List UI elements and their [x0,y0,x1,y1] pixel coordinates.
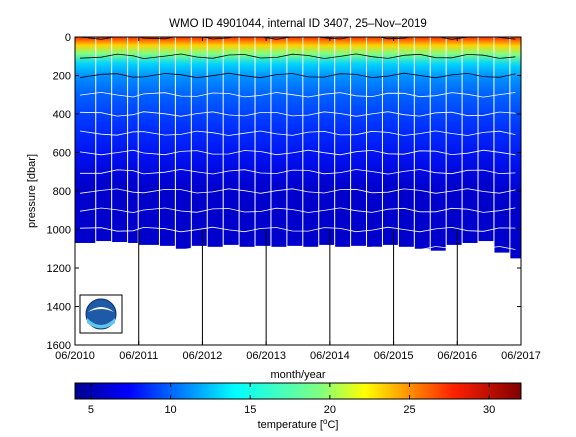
profile-column [239,37,255,247]
profile-column [138,37,159,245]
colorbar-tick-label: 15 [244,404,256,416]
y-tick-label: 1400 [47,302,71,314]
profile-column [414,37,430,249]
y-axis-label: pressure [dbar] [26,154,38,228]
profile-column [303,37,319,247]
isotherm-line [79,130,516,136]
colorbar-label-text: temperature [ [258,419,323,431]
profile-column [255,37,271,246]
profile-column [175,37,191,249]
profile-column [223,37,239,245]
y-tick-label: 1000 [47,225,71,237]
x-tick-label: 06/2015 [374,350,414,362]
colorbar-tick-label: 5 [88,404,94,416]
y-tick-label: 1200 [47,263,71,275]
profile-column [494,37,510,253]
isotherm-line [79,226,516,233]
colorbar-label-rest: C] [327,419,338,431]
profile-column [287,37,303,246]
profile-column [510,37,521,259]
colorbar: 5 10 15 20 25 30 temperature [oC] [74,382,522,432]
y-tick-label: 400 [53,109,71,121]
profile-column [319,37,335,245]
isotherm-line [79,37,516,40]
profile-column [335,37,351,247]
y-tick-label: 200 [53,71,71,83]
isotherm-line [79,188,516,194]
profile-column [159,37,175,246]
y-tick-label: 800 [53,186,71,198]
colorbar-tick-label: 25 [403,404,415,416]
profile-column [128,37,138,243]
x-tick-label: 06/2014 [310,350,350,362]
x-axis-label: month/year [270,369,325,381]
isotherm-line [79,91,516,98]
profile-column [462,37,478,243]
profile-column [96,37,112,242]
x-tick-label: 06/2012 [183,350,223,362]
x-tick-label: 06/2010 [55,350,95,362]
plot-area: 06/2010 06/2011 06/2012 06/2013 06/2014 06/20… [47,32,541,362]
profile-column [112,37,128,243]
x-tick-label: 06/2016 [437,350,477,362]
chart-title: WMO ID 4901044, internal ID 3407, 25–Nov… [169,18,427,30]
colorbar-tick-label: 20 [324,404,336,416]
isotherm-line [79,246,516,252]
noaa-logo-bird [88,307,114,312]
y-tick-label: 1600 [47,340,71,352]
noaa-logo [79,294,123,334]
y-tick-label: 600 [53,148,71,160]
isotherm-line [79,53,516,60]
colorbar-tick-label: 30 [483,404,495,416]
profile-column [75,37,96,243]
profile-column [430,37,446,251]
profile-column [398,37,414,247]
isotherm-line [79,111,516,117]
isotherm-line [79,207,516,214]
x-tick-label: 06/2013 [246,350,286,362]
noaa-logo-circle [85,298,117,330]
profile-column [207,37,223,247]
profile-column [382,37,398,245]
isotherm-line [79,72,516,79]
y-tick-label: 0 [65,32,71,44]
colorbar-gradient [74,382,522,400]
profile-column [271,37,287,247]
x-tick-label: 06/2017 [501,350,541,362]
profile-column [446,37,462,245]
isotherm-line [80,168,516,175]
isotherm-line [79,149,516,156]
profile-column [191,37,207,246]
profile-column [478,37,494,242]
profile-column [367,37,382,247]
colorbar-label: temperature [oC] [258,417,339,432]
colorbar-tick-label: 10 [164,404,176,416]
noaa-logo-wave [87,318,115,329]
degree-sign: o [323,417,328,426]
x-tick-label: 06/2011 [119,350,158,362]
profile-column [351,37,367,246]
